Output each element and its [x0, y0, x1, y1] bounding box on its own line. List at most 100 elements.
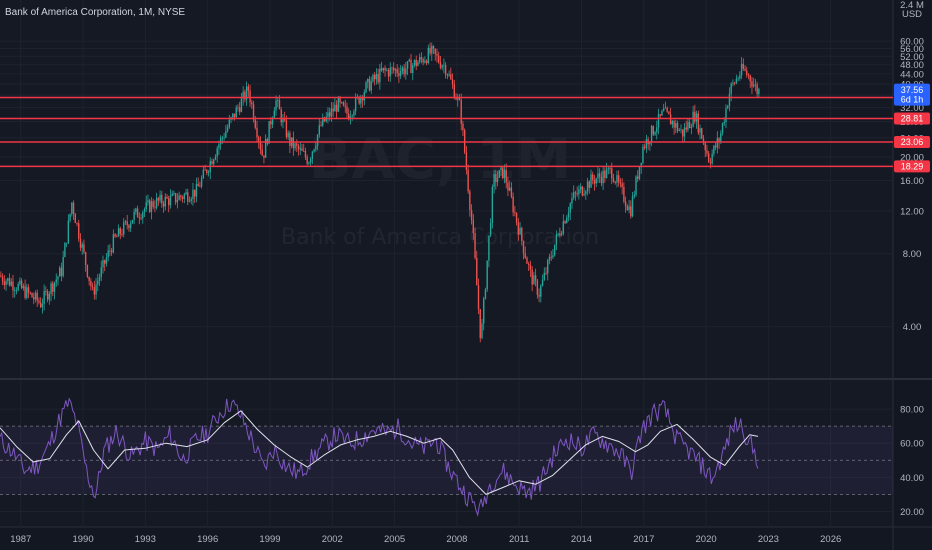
time-tick-label: 2020	[696, 534, 717, 545]
candle-body	[574, 192, 577, 194]
candle-body	[123, 222, 125, 235]
candle-body	[742, 63, 745, 69]
rsi-pane[interactable]	[0, 380, 893, 527]
candle-body	[638, 166, 641, 179]
candle-body	[496, 177, 499, 183]
candle-body	[578, 189, 580, 195]
time-tick-label: 1996	[197, 534, 218, 545]
candle-body	[351, 115, 353, 117]
candle-body	[104, 260, 106, 264]
candle-body	[470, 210, 473, 221]
rsi-band	[0, 425, 893, 495]
candle-body	[348, 113, 350, 120]
candle-body	[128, 225, 130, 229]
time-axis[interactable]: 1987 1990 1993 1996 1999 2002 2005 2008 2011 2014…	[10, 534, 841, 545]
candle-body	[675, 123, 677, 128]
candle-body	[403, 67, 405, 75]
currency-label: USD	[902, 9, 922, 20]
candle-body	[474, 233, 476, 258]
horizontal-levels[interactable]	[0, 96, 893, 168]
candle-body	[211, 161, 213, 165]
candle-body	[581, 186, 584, 196]
candle-body	[630, 206, 632, 217]
candle-body	[694, 111, 696, 122]
candle-body	[483, 298, 485, 324]
candle-body	[593, 180, 596, 184]
candle-body	[330, 108, 333, 117]
rsi-axis[interactable]: 20.00 40.00 60.00 80.00	[900, 405, 924, 518]
candle-body	[756, 84, 758, 94]
candle-body	[114, 234, 116, 237]
candle-body	[503, 169, 506, 179]
candle-body	[318, 125, 320, 135]
candle-body	[152, 201, 154, 207]
candle-body	[294, 143, 296, 149]
candle-body	[458, 97, 461, 101]
candle-body	[154, 206, 156, 208]
candle-body	[287, 132, 289, 138]
candle-body	[129, 223, 132, 229]
candle-body	[562, 221, 565, 234]
candle-body	[280, 109, 282, 123]
candle-body	[441, 65, 443, 68]
candle-body	[69, 213, 71, 221]
candle-body	[389, 67, 391, 77]
candle-body	[65, 242, 68, 244]
candle-body	[521, 227, 523, 241]
candle-body	[739, 75, 741, 79]
candle-body	[460, 100, 462, 124]
candle-body	[543, 272, 545, 280]
candle-body	[107, 250, 109, 258]
candle-body	[19, 280, 21, 284]
candle-body	[83, 244, 85, 253]
candle-body	[20, 280, 23, 289]
candle-body	[112, 234, 115, 253]
candle-body	[382, 67, 385, 71]
time-tick-label: 2017	[633, 534, 654, 545]
candle-body	[550, 256, 552, 258]
candle-body	[150, 201, 153, 212]
candle-body	[413, 59, 416, 66]
candle-body	[145, 202, 147, 209]
candle-body	[102, 260, 104, 268]
candle-body	[171, 193, 173, 196]
candle-body	[536, 280, 539, 295]
candle-body	[361, 96, 364, 101]
candle-body	[67, 220, 70, 243]
candle-body	[247, 86, 250, 91]
candle-body	[93, 287, 96, 295]
candle-body	[10, 281, 12, 286]
candle-body	[228, 119, 231, 128]
price-tick-label: 32.00	[900, 103, 924, 114]
candle-body	[526, 257, 528, 264]
candle-body	[375, 73, 378, 80]
candle-body	[174, 193, 177, 203]
candle-body	[649, 141, 651, 145]
volume-scale-label: 2.4 M	[900, 0, 924, 11]
candle-body	[8, 278, 11, 286]
candle-body	[1, 276, 4, 282]
time-tick-label: 1990	[72, 534, 93, 545]
candle-body	[289, 132, 291, 147]
candle-body	[3, 281, 6, 285]
price-pane[interactable]	[0, 0, 893, 378]
candle-body	[45, 291, 47, 292]
candle-body	[427, 47, 430, 64]
candle-body	[240, 98, 243, 112]
candle-body	[585, 191, 587, 194]
candle-body	[489, 223, 492, 236]
candle-body	[398, 73, 400, 76]
candle-body	[5, 280, 7, 285]
candle-body	[335, 104, 338, 112]
candle-body	[328, 112, 331, 117]
candle-body	[207, 172, 210, 173]
candle-body	[668, 111, 670, 115]
candle-body	[147, 200, 149, 203]
candle-body	[602, 170, 604, 184]
price-tick-label: 48.00	[900, 60, 924, 71]
candle-body	[595, 178, 597, 184]
candle-body	[479, 309, 481, 339]
candle-body	[727, 106, 729, 109]
candle-body	[308, 162, 310, 164]
